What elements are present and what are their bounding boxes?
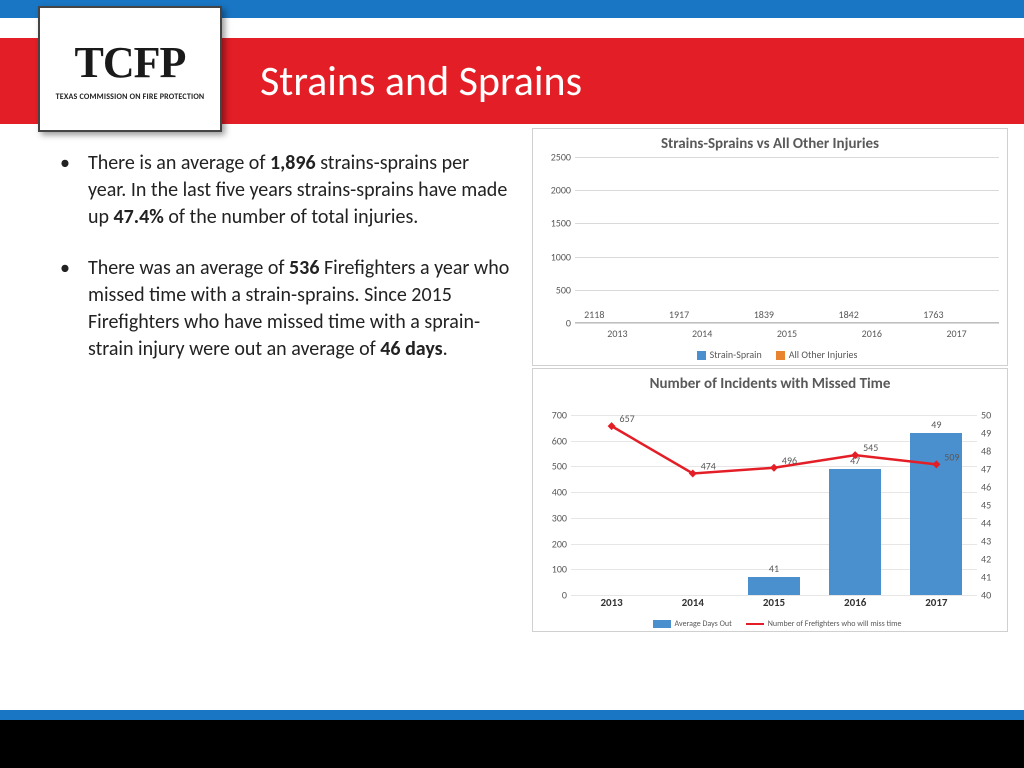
bullet-bold: 536	[289, 256, 319, 280]
footer-black	[0, 720, 1024, 768]
bullet-list: There is an average of 1,896 strains-spr…	[60, 150, 510, 387]
bullet-bold: 47.4%	[114, 205, 164, 229]
svg-text:496: 496	[782, 455, 797, 467]
bullet-text: There is an average of	[88, 151, 270, 175]
bullet-item: There was an average of 536 Firefighters…	[60, 255, 510, 363]
chart1-title: Strains-Sprains vs All Other Injuries	[541, 135, 999, 153]
bar-chart-injuries: Strains-Sprains vs All Other Injuries 05…	[532, 128, 1008, 366]
svg-text:474: 474	[701, 460, 716, 472]
bullet-text: of the number of total injuries.	[164, 205, 418, 229]
logo-subtitle: TEXAS COMMISSION ON FIRE PROTECTION	[56, 92, 205, 102]
chart1-legend: Strain-SprainAll Other Injuries	[533, 348, 1007, 361]
bullet-bold: 1,896	[270, 151, 316, 175]
svg-text:545: 545	[863, 442, 878, 454]
svg-text:657: 657	[620, 413, 635, 425]
bullet-item: There is an average of 1,896 strains-spr…	[60, 150, 510, 231]
chart2-legend: Average Days OutNumber of Frefighters wh…	[533, 619, 1007, 629]
bullet-text: There was an average of	[88, 256, 289, 280]
bullet-text: .	[443, 337, 448, 361]
logo-letters: TCFP	[75, 37, 186, 88]
combo-chart-missed-time: Number of Incidents with Missed Time 010…	[532, 368, 1008, 632]
logo-box: TCFP TEXAS COMMISSION ON FIRE PROTECTION	[38, 6, 222, 132]
footer-stripe-blue	[0, 710, 1024, 720]
slide-title: Strains and Sprains	[260, 56, 582, 107]
charts-panel: Strains-Sprains vs All Other Injuries 05…	[532, 128, 1008, 634]
svg-text:509: 509	[944, 451, 959, 463]
chart2-title: Number of Incidents with Missed Time	[541, 375, 999, 393]
bullet-bold: 46 days	[380, 337, 442, 361]
